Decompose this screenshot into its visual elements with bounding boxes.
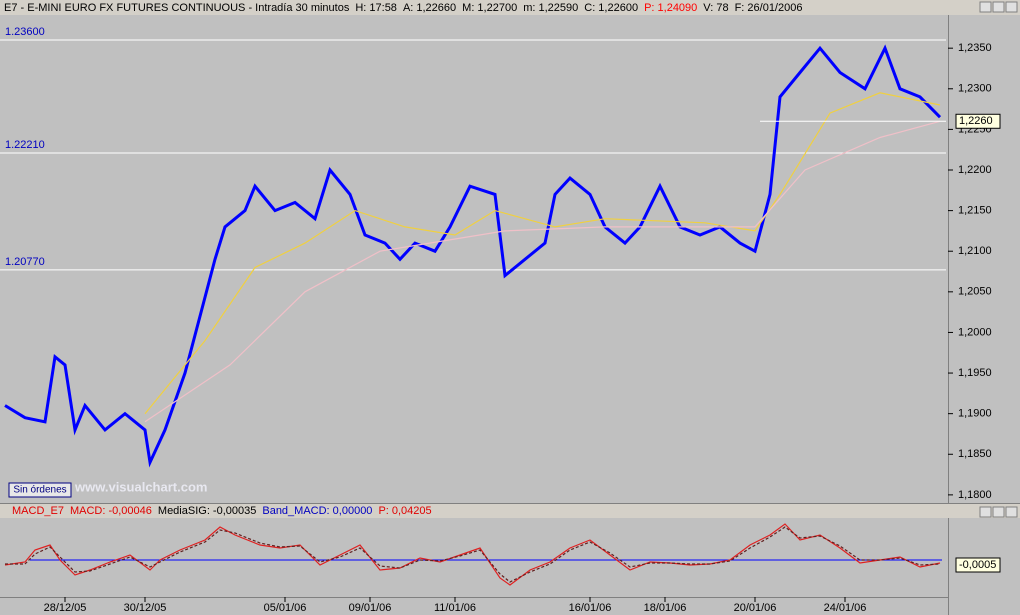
header-field: C: 1,22600 (584, 2, 638, 14)
close[interactable] (1005, 1, 1018, 13)
series-line (144, 92, 941, 415)
level-label: 1.20770 (5, 256, 45, 268)
x-tick-label: 16/01/06 (569, 602, 612, 614)
macd-header-field: MACD: -0,00046 (70, 505, 152, 517)
minimize[interactable] (979, 1, 992, 13)
y-tick-label: 1,2350 (958, 42, 992, 54)
series-line (144, 120, 941, 423)
header-field: F: 26/01/2006 (735, 2, 803, 14)
x-tick-label: 05/01/06 (264, 602, 307, 614)
y-tick-label: 1,2300 (958, 83, 992, 95)
x-tick-label: 11/01/06 (434, 602, 476, 614)
y-tick-label: 1,1800 (958, 489, 992, 501)
maximize[interactable] (992, 1, 1005, 13)
header-field: A: 1,22660 (403, 2, 456, 14)
y-tick-label: 1,2200 (958, 164, 992, 176)
orders-button-label[interactable]: Sin órdenes (13, 485, 66, 496)
x-tick-label: 09/01/06 (349, 602, 392, 614)
macd-header-field: MACD_E7 (12, 505, 64, 517)
x-tick-label: 28/12/05 (44, 602, 87, 614)
y-tick-label: 1,2150 (958, 205, 992, 217)
last-label: -0,0005 (959, 559, 996, 571)
header-field: V: 78 (703, 2, 728, 14)
watermark: www.visualchart.com (74, 479, 207, 494)
series-line (5, 526, 941, 583)
macd-header-field: P: 0,04205 (378, 505, 431, 517)
last-box (955, 113, 1001, 129)
macd-header: MACD_E7 MACD: -0,00046 MediaSIG: -0,00035 B… (12, 505, 432, 517)
header-field: H: 17:58 (355, 2, 397, 14)
header-text: E7 - E-MINI EURO FX FUTURES CONTINUOUS -… (4, 2, 802, 14)
macd-header-field: MediaSIG: -0,00035 (158, 505, 256, 517)
y-tick-label: 1,2050 (958, 286, 992, 298)
y-tick-label: 1,2000 (958, 326, 992, 338)
maximize[interactable] (992, 506, 1005, 518)
macd-header-bar (0, 504, 1020, 518)
header-field: E7 - E-MINI EURO FX FUTURES CONTINUOUS -… (4, 2, 350, 14)
x-tick-label: 20/01/06 (734, 602, 777, 614)
window-buttons[interactable] (979, 1, 1018, 518)
level-label: 1.22210 (5, 139, 45, 151)
x-tick-label: 24/01/06 (824, 602, 867, 614)
y-tick-label: 1,1850 (958, 448, 992, 460)
last-label: 1,2260 (959, 115, 993, 127)
header-bar (0, 0, 1020, 15)
series-line (4, 44, 942, 468)
level-label: 1.23600 (5, 26, 45, 38)
y-tick-label: 1,2100 (958, 245, 992, 257)
close[interactable] (1005, 506, 1018, 518)
y-tick-label: 1,1900 (958, 408, 992, 420)
header-field: M: 1,22700 (462, 2, 517, 14)
macd-header-field: Band_MACD: 0,00000 (262, 505, 372, 517)
header-field: P: 1,24090 (644, 2, 697, 14)
x-tick-label: 30/12/05 (124, 602, 167, 614)
orders-button[interactable] (8, 482, 72, 498)
last-box (955, 557, 1001, 573)
x-tick-label: 18/01/06 (644, 602, 687, 614)
y-tick-label: 1,1950 (958, 367, 992, 379)
minimize[interactable] (979, 506, 992, 518)
header-field: m: 1,22590 (523, 2, 578, 14)
